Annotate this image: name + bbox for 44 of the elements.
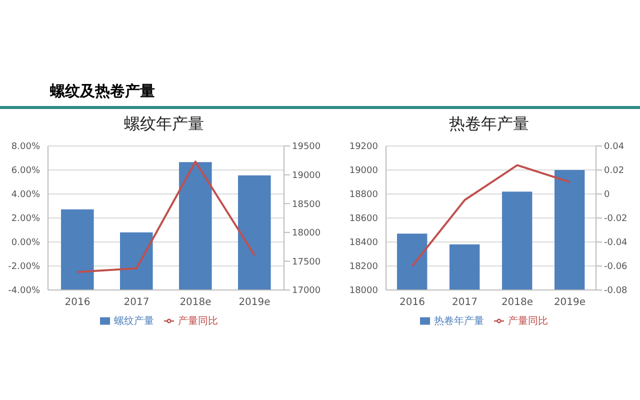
- y-tick-label: -4.00%: [8, 286, 40, 296]
- legend-label: 产量同比: [508, 316, 548, 327]
- y2-tick-label: 19000: [292, 170, 321, 181]
- y2-tick-label: -0.04: [604, 238, 628, 248]
- y-tick-label: 18800: [349, 190, 378, 200]
- x-tick-label: 2017: [124, 297, 150, 308]
- x-tick-label: 2016: [64, 297, 90, 308]
- legend-label: 热卷年产量: [434, 316, 484, 327]
- y2-tick-label: 0: [604, 190, 610, 200]
- y-tick-label: 19000: [349, 166, 378, 176]
- y2-tick-label: 0.04: [604, 142, 624, 152]
- y-tick-label: 6.00%: [11, 166, 40, 176]
- y-tick-label: 18600: [349, 214, 378, 224]
- legend-label: 螺纹产量: [114, 316, 154, 327]
- y-tick-label: 18200: [349, 262, 378, 272]
- y-tick-label: 8.00%: [11, 142, 40, 152]
- y-tick-label: 4.00%: [11, 190, 40, 200]
- y2-tick-label: 0.02: [604, 166, 624, 176]
- line-series: [76, 160, 256, 273]
- y2-tick-label: -0.02: [604, 214, 628, 224]
- y2-tick-label: 17500: [292, 257, 321, 268]
- chart-title: 热卷年产量: [448, 114, 530, 135]
- x-tick-label: 2019e: [554, 297, 586, 308]
- y2-tick-label: 18000: [292, 228, 321, 239]
- chart-title: 螺纹年产量: [123, 114, 205, 135]
- y-tick-label: 19200: [349, 142, 378, 152]
- text: 螺纹及热卷产量: [50, 82, 155, 100]
- line-series: [411, 164, 571, 267]
- y2-tick-label: 18500: [292, 200, 321, 210]
- y-tick-label: 18400: [349, 238, 378, 248]
- x-tick-label: 2018e: [501, 297, 534, 308]
- y2-tick-label: -0.08: [604, 286, 628, 296]
- x-tick-label: 2019e: [238, 297, 270, 308]
- y-tick-label: 0.00%: [11, 238, 40, 248]
- y2-tick-label: -0.06: [604, 262, 628, 272]
- y2-tick-label: 19500: [292, 142, 321, 152]
- x-tick-label: 2017: [452, 297, 478, 308]
- y2-tick-label: 17000: [292, 286, 321, 296]
- y-tick-label: 18000: [349, 286, 378, 296]
- y-tick-label: 2.00%: [11, 214, 40, 224]
- x-tick-label: 2016: [400, 297, 425, 308]
- x-tick-label: 2018e: [180, 297, 212, 308]
- y-tick-label: -2.00%: [8, 262, 40, 272]
- legend-label: 产量同比: [178, 316, 218, 327]
